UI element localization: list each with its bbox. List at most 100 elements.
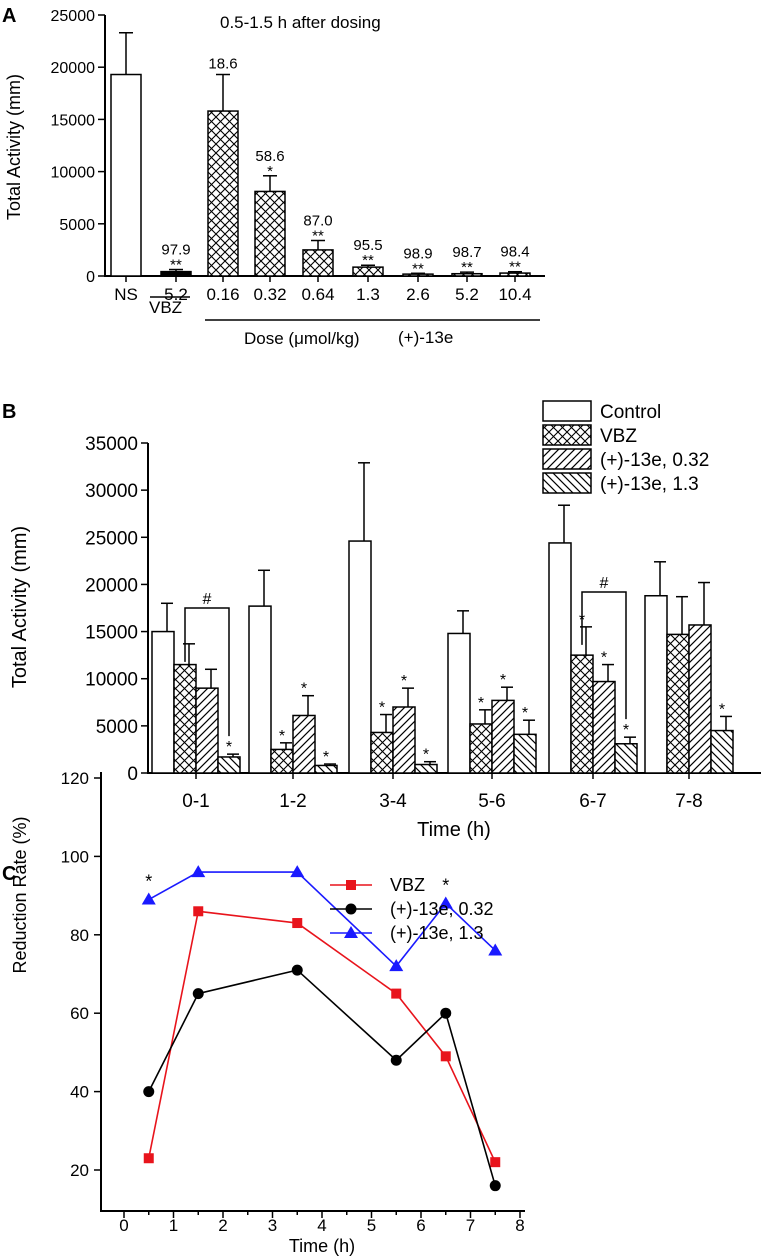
panel-a-reduction-label: 98.4 — [500, 244, 529, 261]
panel-a-significance: ** — [170, 257, 182, 274]
panel-b-x-tick-label: 5-6 — [478, 791, 505, 812]
panel-b-x-tick-label: 6-7 — [579, 791, 606, 812]
panel-a-axes: 0 5000 10000 15000 20000 25000 — [51, 8, 545, 286]
panel-c-data-point — [438, 896, 453, 909]
panel-a-title: 0.5-1.5 h after dosing — [220, 13, 381, 32]
panel-b-bar — [644, 594, 668, 774]
panel-b-significance: * — [500, 672, 506, 689]
panel-c-data-point — [141, 892, 156, 905]
panel-a-axis-lines — [104, 15, 545, 277]
panel-b-significance: * — [226, 739, 232, 756]
panel-b: B Total Activity (mm) Time (h) 0 5000 1000… — [2, 400, 761, 841]
panel-a-y-tick-label: 25000 — [51, 8, 96, 25]
panel-b-x-tick-label: 3-4 — [379, 791, 407, 812]
panel-c-axes: 20 40 60 80 100 120 0 1 2 3 4 5 6 7 8 — [61, 769, 525, 1235]
panel-a-x-tick-label: 0.64 — [301, 285, 334, 304]
panel-b-bar — [469, 723, 493, 774]
panel-c-x-tick-label: 7 — [466, 1216, 475, 1235]
panel-c-series-line — [148, 871, 496, 968]
panel-c-x-tick-label: 5 — [367, 1216, 376, 1235]
panel-c-data-point — [193, 906, 204, 917]
panel-c-data-point — [290, 865, 305, 878]
panel-c-data-point — [390, 1054, 402, 1066]
panel-a-bar — [207, 110, 239, 277]
panel-c-y-tick-label: 20 — [70, 1161, 89, 1180]
panel-a-reduction-label: 97.9 — [161, 242, 190, 259]
panel-b-bar — [513, 733, 537, 774]
panel-label-a: A — [2, 5, 16, 27]
panel-a-reduction-label: 98.9 — [403, 245, 432, 262]
panel-c-data-point — [440, 1051, 451, 1062]
panel-b-brackets: ## — [184, 575, 627, 737]
panel-c-data-point — [391, 988, 402, 999]
panel-b-bracket-label: # — [203, 591, 212, 608]
panel-b-bracket — [184, 607, 230, 737]
panel-b-significance: * — [601, 650, 607, 667]
panel-a-reduction-label: 95.5 — [353, 237, 382, 254]
panel-b-bar — [447, 632, 471, 774]
panel-b-legend-label: (+)-13e, 1.3 — [600, 474, 699, 495]
panel-c-legend-label: (+)-13e, 0.32 — [390, 899, 494, 919]
panel-b-bars: ************** — [151, 462, 734, 774]
panel-c-data-point — [490, 1157, 501, 1168]
panel-a-bars: **97.918.6*58.6**87.0**95.5**98.9**98.7*… — [110, 31, 531, 277]
panel-c-data-point — [389, 959, 404, 972]
panel-a-reduction-label: 87.0 — [303, 213, 332, 230]
panel-b-y-tick-label: 5000 — [96, 717, 138, 738]
panel-c-x-tick-label: 4 — [317, 1216, 326, 1235]
panel-a-y-tick-label: 0 — [86, 269, 95, 286]
panel-b-bar — [292, 714, 316, 774]
panel-b-bar — [270, 748, 294, 774]
panel-b-legend-swatch — [542, 424, 592, 446]
panel-b-bar — [392, 706, 416, 774]
panel-c-axis-lines — [100, 772, 525, 1212]
panel-b-bar — [217, 756, 241, 774]
panel-a-significance: ** — [412, 260, 424, 277]
panel-a-x-tick-label: NS — [114, 285, 138, 304]
panel-c-legend-label: (+)-13e, 1.3 — [390, 923, 484, 943]
panel-c-data-point — [291, 964, 303, 976]
panel-b-bar — [195, 687, 219, 774]
panel-c-legend-marker — [345, 903, 357, 915]
panel-a-x-tick-label: 0.32 — [253, 285, 286, 304]
panel-b-legend-swatch — [542, 472, 592, 494]
panel-b-bracket-label: # — [600, 575, 609, 592]
panel-a-x-tick-label: 1.3 — [356, 285, 380, 304]
panel-a-x-tick-label: 10.4 — [498, 285, 531, 304]
vbz-group-label: VBZ — [149, 298, 182, 317]
panel-b-x-label: Time (h) — [417, 819, 491, 841]
panel-a: A 0.5-1.5 h after dosing Total Activity … — [2, 5, 545, 348]
panel-a-x-labels: NS 5.2 0.16 0.32 0.64 1.3 2.6 5.2 10.4 — [114, 285, 531, 304]
panel-b-bar — [614, 743, 638, 774]
panel-c-series: * * — [141, 865, 503, 1192]
panel-c-data-point — [489, 1180, 501, 1192]
panel-b-bar — [173, 663, 197, 774]
panel-b-bar — [248, 605, 272, 774]
panel-c-x-label: Time (h) — [289, 1236, 355, 1256]
panel-a-reduction-label: 58.6 — [255, 148, 284, 165]
panel-c-y-label: Reduction Rate (%) — [10, 816, 30, 973]
panel-a-y-tick-label: 5000 — [59, 217, 95, 234]
panel-c-data-point — [440, 1007, 452, 1019]
panel-b-y-tick-label: 15000 — [85, 623, 138, 644]
panel-c-y-tick-label: 40 — [70, 1083, 89, 1102]
panel-c-significance: * — [145, 872, 152, 892]
panel-b-significance: * — [623, 722, 629, 739]
dose-group-label: Dose (μmol/kg) — [244, 329, 360, 348]
panel-a-bar — [254, 190, 286, 277]
panel-b-y-tick-label: 35000 — [85, 434, 138, 455]
panel-c: C Reduction Rate (%) Time (h) 2040608010… — [2, 769, 525, 1256]
panel-b-y-tick-label: 10000 — [85, 670, 138, 691]
panel-b-bar — [688, 624, 712, 774]
panel-a-y-tick-label: 15000 — [51, 112, 96, 129]
panel-b-y-label: Total Activity (mm) — [9, 526, 31, 688]
panel-b-y-tick-label: 25000 — [85, 528, 138, 549]
panel-a-significance: ** — [312, 228, 324, 245]
panel-b-bar — [592, 680, 616, 774]
compound-group-label: (+)-13e — [398, 328, 453, 347]
panel-b-significance: * — [423, 747, 429, 764]
panel-c-x-tick-label: 2 — [218, 1216, 227, 1235]
panel-b-bar — [370, 731, 394, 774]
panel-c-y-tick-label: 80 — [70, 926, 89, 945]
panel-label-c: C — [2, 863, 16, 885]
